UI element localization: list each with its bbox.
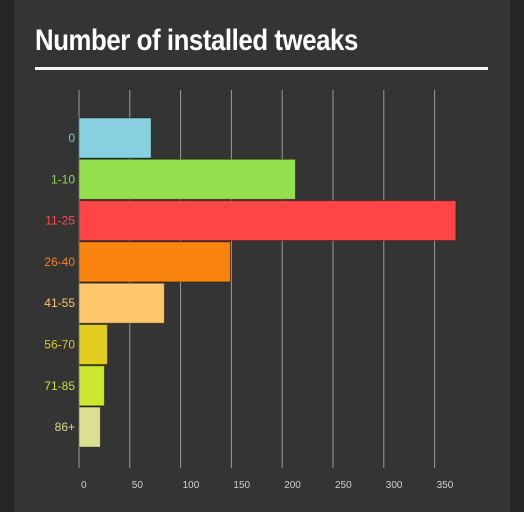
x-tick-label: 350	[437, 480, 454, 491]
x-tick-label: 300	[386, 480, 403, 491]
bar	[78, 200, 457, 242]
x-tick-labels: 0 50 100 150 200 250 300 350	[81, 480, 454, 491]
bar	[78, 324, 108, 365]
chart-title: Number of installed tweaks	[35, 24, 358, 57]
x-tick-label: 150	[233, 480, 250, 491]
category-label: 11-25	[45, 214, 75, 228]
category-label: 41-55	[44, 296, 75, 310]
category-label: 86+	[55, 420, 75, 434]
bar	[78, 158, 296, 200]
category-label: 71-85	[44, 379, 75, 393]
x-tick-label: 250	[335, 480, 352, 491]
category-label: 26-40	[44, 255, 75, 269]
bar	[78, 241, 231, 283]
x-tick-label: 100	[183, 480, 200, 491]
x-tick-label: 0	[81, 480, 87, 491]
category-label: 56-70	[44, 338, 75, 352]
bar	[78, 282, 165, 324]
x-tick-label: 50	[132, 480, 144, 491]
category-labels: 0 1-10 11-25 26-40 41-55 56-70 71-85 86+	[44, 131, 75, 434]
title-underline	[35, 67, 488, 70]
bar	[78, 117, 152, 159]
bars	[78, 117, 457, 448]
bar	[78, 365, 105, 407]
category-label: 1-10	[51, 172, 75, 186]
category-label: 0	[68, 131, 75, 145]
bar	[78, 406, 101, 448]
x-tick-label: 200	[284, 480, 301, 491]
